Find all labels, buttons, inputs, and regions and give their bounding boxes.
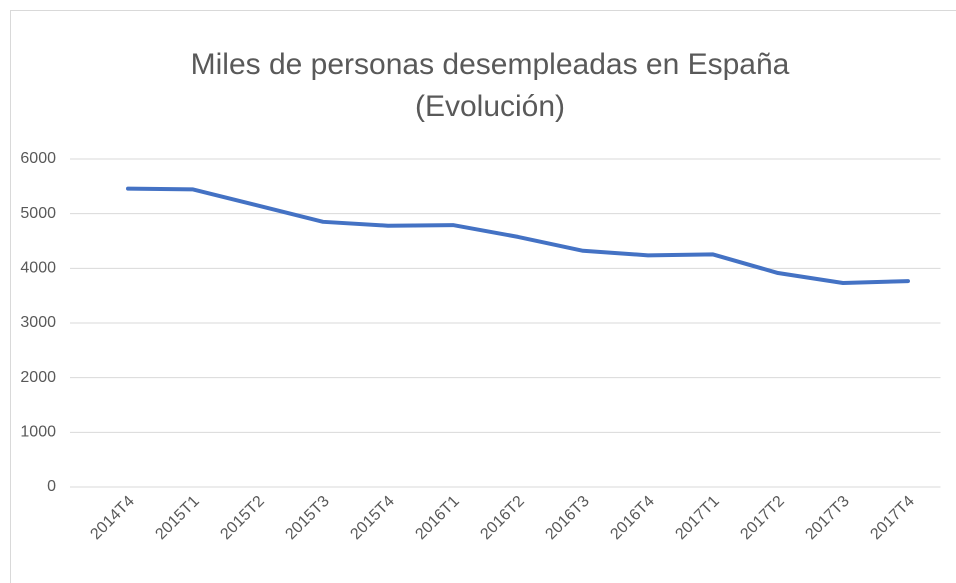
y-tick-label: 1000 xyxy=(20,424,56,441)
x-tick-label: 2015T3 xyxy=(282,493,332,543)
y-tick-label: 4000 xyxy=(20,260,56,277)
chart-title: Miles de personas desempleadas en España xyxy=(191,48,790,81)
x-tick-label: 2015T1 xyxy=(152,493,202,543)
line-series xyxy=(126,186,910,286)
x-tick-label: 2017T1 xyxy=(672,493,722,543)
y-tick-label: 0 xyxy=(47,478,56,495)
x-tick-label: 2015T4 xyxy=(347,493,397,543)
chart-border xyxy=(10,10,956,583)
x-tick-label: 2017T2 xyxy=(737,493,787,543)
x-tick-label: 2016T2 xyxy=(477,493,527,543)
x-tick-label: 2016T1 xyxy=(412,493,462,543)
x-tick-label: 2016T4 xyxy=(607,493,657,543)
chart-title: (Evolución) xyxy=(415,90,565,123)
x-tick-label: 2014T4 xyxy=(87,493,137,543)
y-tick-label: 3000 xyxy=(20,314,56,331)
x-tick-label: 2017T4 xyxy=(867,493,917,543)
y-tick-label: 2000 xyxy=(20,369,56,386)
x-tick-label: 2017T3 xyxy=(802,493,852,543)
y-tick-label: 6000 xyxy=(20,150,56,167)
y-tick-label: 5000 xyxy=(20,205,56,222)
x-tick-label: 2015T2 xyxy=(217,493,267,543)
x-tick-label: 2016T3 xyxy=(542,493,592,543)
